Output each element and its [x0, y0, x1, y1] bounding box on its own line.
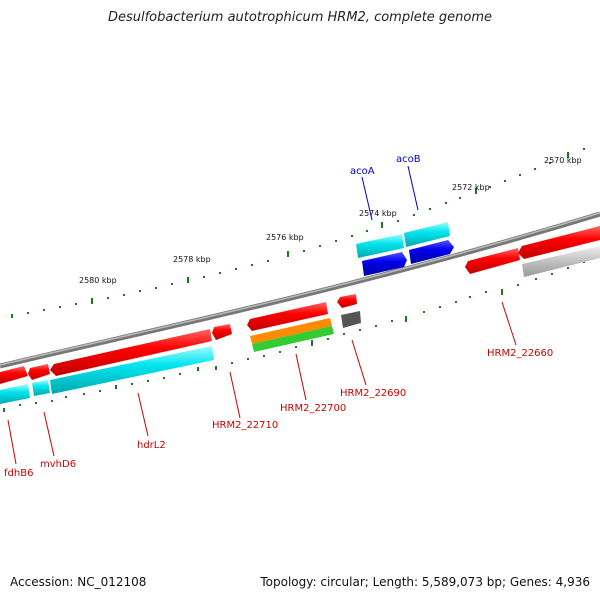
cds-acoA: [362, 252, 407, 276]
cds-HRM2_22710: [212, 324, 232, 340]
gene-label-HRM2_22710: HRM2_22710: [212, 420, 278, 431]
upper-strand-red-genes: [0, 226, 600, 384]
gene-label-acoA: acoA: [350, 166, 375, 177]
cds-hdrL2: [50, 346, 214, 394]
scale-label-2572: 2572 kbp: [452, 183, 490, 192]
cds-acoB-cyan: [404, 222, 450, 247]
cds-HRM2_22690-dark: [341, 311, 361, 328]
cds-fdhB6: [0, 366, 28, 384]
gene-label-fdhB6: fdhB6: [4, 468, 33, 479]
cds-HRM2_22690: [337, 294, 357, 308]
scale-label-2576: 2576 kbp: [266, 233, 304, 242]
inner-scale-ticks: [3, 261, 585, 412]
cds-mvhD6: [28, 364, 50, 380]
cds-mvhD6-cyan: [32, 380, 50, 396]
cds-hdrL2-upper: [50, 329, 212, 376]
cds-HRM2_22700-red: [247, 302, 328, 331]
cds-right-red: [518, 226, 600, 259]
gene-leader-lines: [7, 165, 517, 465]
gene-label-acoB: acoB: [396, 154, 421, 165]
scale-label-2574: 2574 kbp: [359, 209, 397, 218]
cds-right-gray: [522, 246, 600, 277]
gene-label-HRM2_22690: HRM2_22690: [340, 388, 406, 399]
gene-label-hdrL2: hdrL2: [137, 440, 166, 451]
scale-label-2570: 2570 kbp: [544, 156, 582, 165]
gene-label-HRM2_22700: HRM2_22700: [280, 403, 346, 414]
gene-label-mvhD6: mvhD6: [40, 459, 76, 470]
cds-HRM2_22700-orange: [250, 318, 332, 344]
map-title: Desulfobacterium autotrophicum HRM2, com…: [107, 10, 493, 25]
genome-summary-text: Topology: circular; Length: 5,589,073 bp…: [260, 575, 590, 589]
scale-label-2580: 2580 kbp: [79, 276, 117, 285]
cds-HRM2_22660: [465, 248, 520, 274]
cds-acoA-cyan: [356, 234, 404, 258]
outer-scale-ticks: [11, 148, 585, 318]
genome-backbone-highlight: [0, 212, 600, 366]
lower-strand-genes: [0, 222, 600, 404]
scale-label-2578: 2578 kbp: [173, 255, 211, 264]
cds-HRM2_22700-green: [252, 326, 334, 352]
gene-label-HRM2_22660: HRM2_22660: [487, 348, 553, 359]
genome-backbone: [0, 211, 600, 369]
accession-text: Accession: NC_012108: [10, 575, 147, 589]
cds-fdhB6-cyan: [0, 384, 30, 404]
cds-acoB: [409, 240, 454, 264]
